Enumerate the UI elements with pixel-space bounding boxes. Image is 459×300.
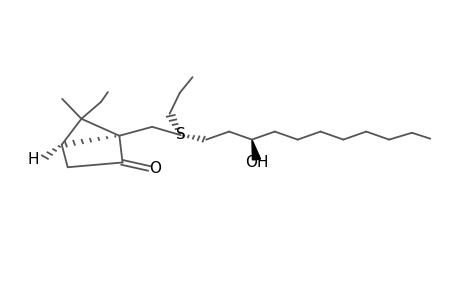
Polygon shape [252, 140, 260, 160]
Text: H: H [28, 152, 39, 167]
Text: O: O [149, 161, 161, 176]
Text: OH: OH [244, 155, 268, 170]
Text: S: S [176, 127, 185, 142]
